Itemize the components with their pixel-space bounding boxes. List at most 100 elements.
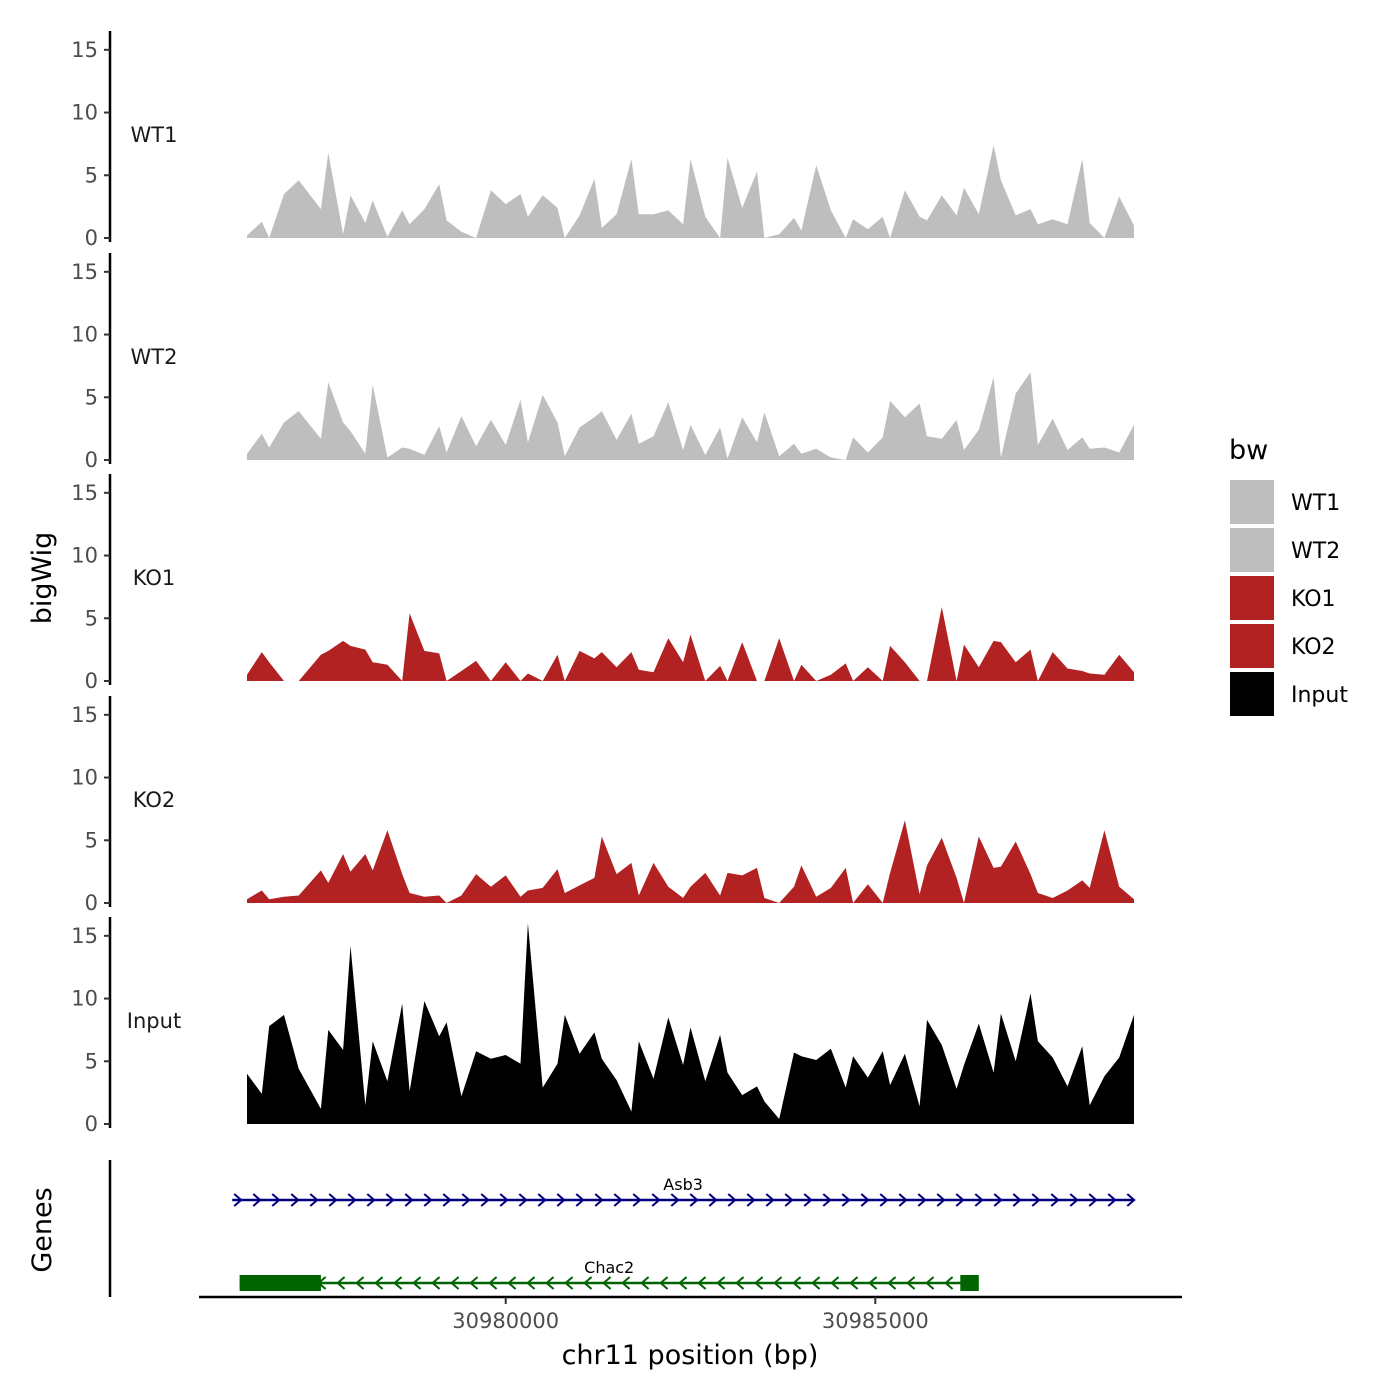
strand-arrow bbox=[822, 1193, 832, 1207]
strand-arrow bbox=[328, 1193, 338, 1207]
strand-arrow bbox=[925, 1276, 935, 1290]
strand-arrow bbox=[640, 1276, 650, 1290]
strand-arrow bbox=[849, 1276, 859, 1290]
strand-arrow bbox=[518, 1193, 528, 1207]
strand-arrow bbox=[347, 1193, 357, 1207]
y-tick-label: 0 bbox=[85, 891, 98, 915]
strand-arrow bbox=[602, 1276, 612, 1290]
legend-swatch-ko1 bbox=[1230, 576, 1274, 620]
x-axis-title: chr11 position (bp) bbox=[562, 1340, 819, 1371]
exon bbox=[239, 1275, 321, 1291]
strand-arrow bbox=[393, 1276, 403, 1290]
track-label: WT1 bbox=[131, 123, 178, 147]
y-tick-label: 5 bbox=[85, 385, 98, 409]
strand-arrow bbox=[613, 1193, 623, 1207]
y-tick-label: 5 bbox=[85, 828, 98, 852]
area-ko2 bbox=[247, 820, 1134, 903]
strand-arrow bbox=[564, 1276, 574, 1290]
track-label: KO1 bbox=[133, 566, 176, 590]
genes-axis-title: Genes bbox=[27, 1187, 58, 1272]
strand-arrow bbox=[1107, 1193, 1117, 1207]
x-tick-label: 30980000 bbox=[452, 1309, 559, 1333]
strand-arrow bbox=[993, 1193, 1003, 1207]
strand-arrow bbox=[450, 1276, 460, 1290]
y-tick-label: 15 bbox=[71, 260, 98, 284]
strand-arrow bbox=[480, 1193, 490, 1207]
y-tick-label: 5 bbox=[85, 606, 98, 630]
track-wt2: 0 5 10 15 WT2 bbox=[71, 253, 1134, 472]
strand-arrow bbox=[355, 1276, 365, 1290]
strand-arrow bbox=[336, 1276, 346, 1290]
strand-arrow bbox=[1126, 1193, 1136, 1207]
strand-arrow bbox=[651, 1193, 661, 1207]
y-tick-label: 15 bbox=[71, 924, 98, 948]
legend-swatch-ko2 bbox=[1230, 624, 1274, 668]
strand-arrow bbox=[423, 1193, 433, 1207]
y-tick-label: 10 bbox=[71, 544, 98, 568]
strand-arrow bbox=[792, 1276, 802, 1290]
strand-arrow bbox=[917, 1193, 927, 1207]
strand-arrow bbox=[374, 1276, 384, 1290]
strand-arrow bbox=[545, 1276, 555, 1290]
strand-arrow bbox=[499, 1193, 509, 1207]
strand-arrow bbox=[906, 1276, 916, 1290]
strand-arrow bbox=[507, 1276, 517, 1290]
strand-arrow bbox=[670, 1193, 680, 1207]
strand-arrow bbox=[811, 1276, 821, 1290]
strand-arrow bbox=[556, 1193, 566, 1207]
strand-arrow bbox=[290, 1193, 300, 1207]
strand-arrow bbox=[754, 1276, 764, 1290]
strand-arrow bbox=[1069, 1193, 1079, 1207]
legend-label-ko1: KO1 bbox=[1291, 587, 1336, 612]
strand-arrow bbox=[830, 1276, 840, 1290]
strand-arrow bbox=[773, 1276, 783, 1290]
track-wt1: 0 5 10 15 WT1 bbox=[71, 31, 1134, 250]
y-tick-label: 10 bbox=[71, 101, 98, 125]
strand-arrow bbox=[271, 1193, 281, 1207]
area-input bbox=[247, 923, 1134, 1124]
legend-label-wt1: WT1 bbox=[1291, 491, 1340, 516]
strand-arrow bbox=[385, 1193, 395, 1207]
y-tick-label: 15 bbox=[71, 481, 98, 505]
strand-arrow bbox=[727, 1193, 737, 1207]
gene-asb3: Asb3 bbox=[232, 1175, 1136, 1207]
strand-arrow bbox=[461, 1193, 471, 1207]
strand-arrow bbox=[860, 1193, 870, 1207]
strand-arrow bbox=[621, 1276, 631, 1290]
strand-arrow bbox=[944, 1276, 954, 1290]
gene-chac2: Chac2 bbox=[239, 1258, 979, 1291]
strand-arrow bbox=[841, 1193, 851, 1207]
legend-label-wt2: WT2 bbox=[1291, 539, 1340, 564]
track-label: WT2 bbox=[131, 345, 178, 369]
area-ko1 bbox=[247, 607, 1134, 681]
strand-arrow bbox=[252, 1193, 262, 1207]
strand-arrow bbox=[697, 1276, 707, 1290]
strand-arrow bbox=[708, 1193, 718, 1207]
strand-arrow bbox=[442, 1193, 452, 1207]
legend-swatch-wt2 bbox=[1230, 528, 1274, 572]
strand-arrow bbox=[526, 1276, 536, 1290]
strand-arrow bbox=[1050, 1193, 1060, 1207]
track-label: Input bbox=[127, 1009, 181, 1033]
strand-arrow bbox=[412, 1276, 422, 1290]
y-tick-label: 10 bbox=[71, 323, 98, 347]
strand-arrow bbox=[575, 1193, 585, 1207]
strand-arrow bbox=[469, 1276, 479, 1290]
y-tick-label: 0 bbox=[85, 448, 98, 472]
strand-arrow bbox=[404, 1193, 414, 1207]
strand-arrow bbox=[765, 1193, 775, 1207]
strand-arrow bbox=[233, 1193, 243, 1207]
strand-arrow bbox=[678, 1276, 688, 1290]
track-input: 0 5 10 15 Input bbox=[71, 917, 1134, 1136]
y-axis-title: bigWig bbox=[27, 532, 58, 625]
legend-swatch-wt1 bbox=[1230, 480, 1274, 524]
track-ko2: 0 5 10 15 KO2 bbox=[71, 696, 1134, 915]
strand-arrow bbox=[803, 1193, 813, 1207]
track-ko1: 0 5 10 15 KO1 bbox=[71, 474, 1134, 693]
y-tick-label: 0 bbox=[85, 1112, 98, 1136]
strand-arrow bbox=[366, 1193, 376, 1207]
legend-label-input: Input bbox=[1291, 683, 1348, 708]
strand-arrow bbox=[632, 1193, 642, 1207]
strand-arrow bbox=[689, 1193, 699, 1207]
y-tick-label: 15 bbox=[71, 703, 98, 727]
